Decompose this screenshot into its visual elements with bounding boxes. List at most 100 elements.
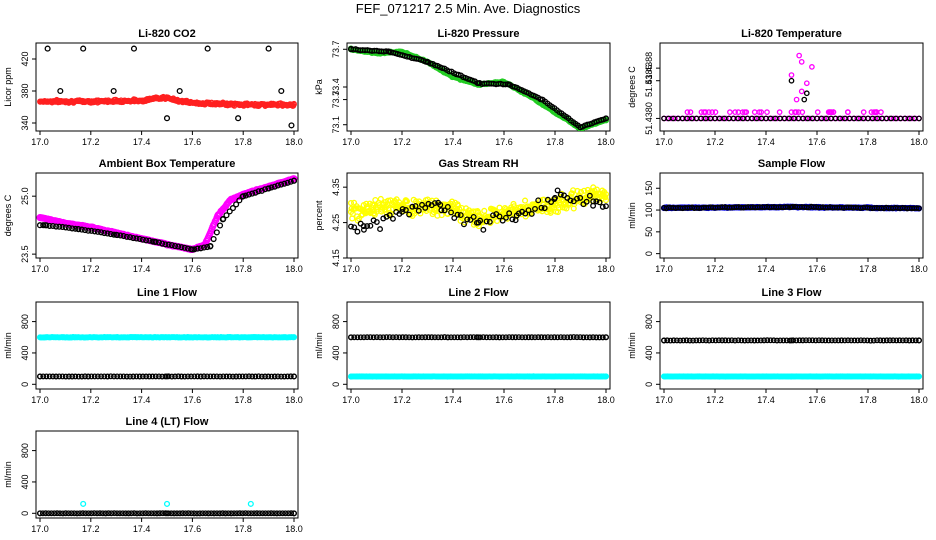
x-tick-label: 18.0 [910, 264, 928, 274]
point-black [288, 510, 295, 517]
point-black [154, 510, 160, 517]
point-black [551, 334, 558, 341]
plot-frame [346, 301, 611, 390]
y-axis-label: ml/min [3, 461, 13, 488]
point-black [438, 207, 445, 214]
point-yellow [377, 195, 384, 203]
x-tick-label: 17.8 [859, 395, 877, 405]
point-magenta [830, 109, 837, 115]
point-black [548, 334, 555, 341]
y-axis-label: kPa [314, 79, 324, 95]
point-black [599, 203, 606, 210]
point-magenta [796, 52, 803, 59]
point-black [406, 334, 413, 341]
point-black [59, 510, 66, 517]
y-tick-label: 23.5 [20, 245, 30, 263]
point-black [370, 334, 377, 341]
point-black [528, 334, 535, 341]
point-black [896, 337, 903, 344]
point-black [96, 510, 103, 517]
x-tick-label: 18.0 [285, 137, 303, 147]
point-magenta [873, 109, 880, 115]
y-axis-label: degrees C [3, 194, 13, 236]
point-black [248, 510, 255, 517]
point-black [82, 510, 89, 517]
point-magenta [735, 109, 742, 115]
point-black [422, 334, 429, 341]
chart-panel-9: Line 3 Flow ml/min 17.0 17.2 17.4 17.6 17.8 18.… [627, 287, 928, 405]
point-black [104, 230, 111, 237]
point-black [412, 334, 419, 341]
x-tick-label: 17.4 [133, 395, 151, 405]
point-black [561, 334, 567, 341]
point-black [278, 87, 285, 95]
point-black [577, 334, 584, 341]
point-magenta [704, 115, 711, 122]
point-black [57, 510, 63, 517]
point-black [151, 510, 158, 517]
point-black [390, 215, 396, 222]
point-magenta [36, 213, 44, 221]
x-tick-label: 17.2 [82, 137, 100, 147]
y-tick-label: 100 [644, 203, 654, 218]
y-tick-label: 73.3 [331, 91, 341, 109]
point-black [461, 221, 467, 228]
point-black [483, 334, 490, 341]
point-black [233, 510, 240, 517]
point-black [719, 337, 726, 344]
point-black [223, 373, 230, 380]
x-tick-label: 17.4 [444, 264, 462, 274]
point-black [78, 226, 85, 233]
point-black [877, 337, 884, 344]
point-red [291, 101, 297, 108]
point-black [686, 337, 693, 344]
point-cyan [80, 500, 87, 507]
point-black [809, 337, 816, 344]
point-black [46, 373, 53, 380]
point-black [367, 334, 374, 341]
point-black [444, 204, 451, 210]
point-black [593, 198, 600, 205]
point-black [165, 241, 172, 248]
x-tick-label: 18.0 [285, 395, 303, 405]
point-magenta [686, 115, 693, 122]
point-magenta [751, 109, 758, 115]
point-black [903, 337, 910, 344]
point-magenta [727, 109, 733, 115]
point-magenta [857, 115, 864, 122]
point-black [348, 46, 354, 53]
point-cyan [475, 373, 482, 380]
point-black [480, 226, 487, 233]
point-black [841, 337, 848, 344]
point-black [522, 334, 529, 341]
point-black [220, 373, 227, 380]
point-black [916, 115, 922, 122]
point-red [37, 98, 43, 105]
point-black [119, 510, 126, 517]
point-magenta [719, 115, 726, 122]
point-black [179, 510, 186, 517]
point-black [451, 334, 458, 341]
point-black [168, 242, 175, 249]
point-black [188, 373, 195, 380]
point-black [57, 87, 64, 95]
y-tick-label: 0 [644, 251, 654, 256]
y-tick-label: 0 [20, 382, 30, 387]
point-magenta [872, 115, 879, 122]
x-tick-label: 17.0 [342, 395, 360, 405]
point-black [415, 334, 422, 341]
point-black [72, 373, 79, 380]
point-black [143, 373, 150, 380]
point-black [467, 334, 474, 341]
point-black [259, 510, 266, 517]
point-black [156, 373, 162, 380]
point-black [37, 510, 43, 517]
point-black [535, 197, 542, 204]
point-black [539, 96, 546, 103]
x-tick-label: 17.4 [757, 264, 775, 274]
x-tick-label: 17.8 [546, 137, 564, 147]
y-tick-label: 0 [331, 382, 341, 387]
y-tick-label: 420 [20, 51, 30, 66]
point-black [715, 337, 722, 344]
plot-frame [659, 42, 924, 132]
